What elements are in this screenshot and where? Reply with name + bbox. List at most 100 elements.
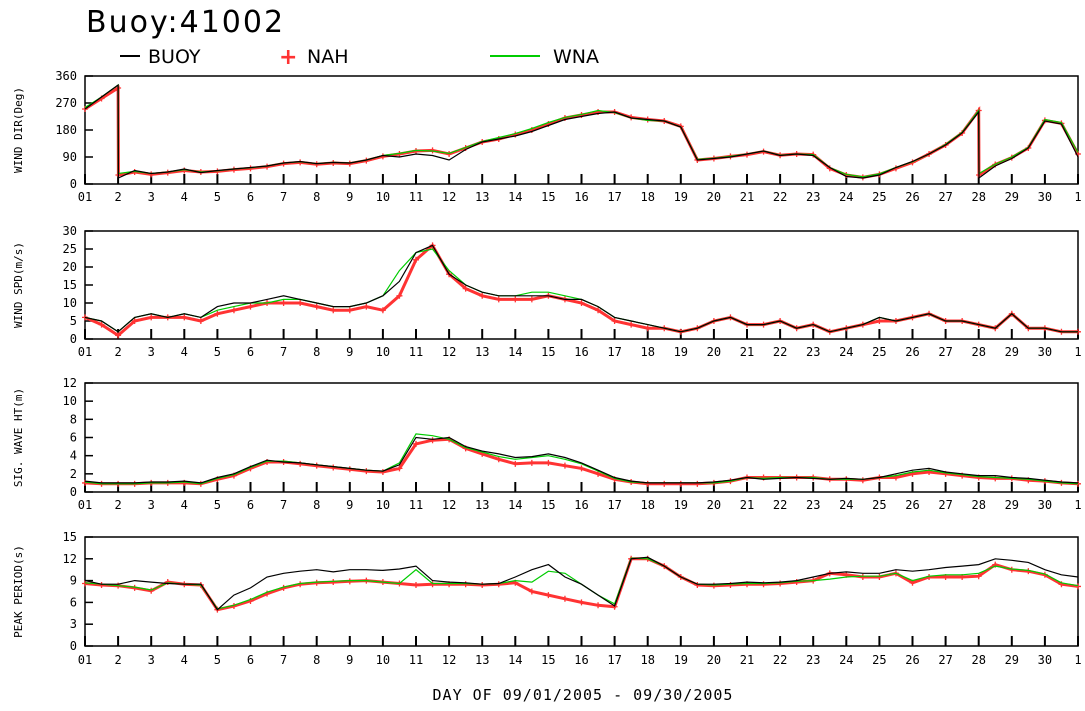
x-tick-label: 27 (938, 653, 952, 667)
x-tick-label: 20 (707, 653, 721, 667)
nah-point (462, 285, 469, 292)
x-tick-label: 1 (1074, 345, 1081, 359)
x-tick-label: 24 (839, 653, 853, 667)
x-tick-label: 21 (740, 498, 754, 512)
y-tick-label: 15 (63, 278, 77, 292)
x-tick-label: 29 (1005, 653, 1019, 667)
y-tick-label: 15 (63, 530, 77, 544)
y-tick-label: 30 (63, 224, 77, 238)
x-tick-label: 9 (346, 345, 353, 359)
nah-point (876, 318, 883, 324)
x-tick-label: 3 (148, 653, 155, 667)
x-tick-label: 12 (442, 190, 456, 204)
x-tick-label: 9 (346, 653, 353, 667)
x-tick-label: 17 (607, 498, 621, 512)
nah-point (148, 314, 155, 321)
x-tick-label: 10 (376, 498, 390, 512)
series-wna (84, 83, 1079, 178)
x-tick-label: 24 (839, 190, 853, 204)
x-tick-label: 14 (508, 498, 522, 512)
nah-point (578, 300, 585, 306)
y-axis-label: SIG. WAVE HT(m) (12, 388, 25, 487)
nah-point (148, 171, 155, 178)
nah-point (379, 469, 386, 476)
x-tick-label: 29 (1005, 345, 1019, 359)
series-wna (84, 248, 1078, 333)
x-tick-label: 8 (313, 190, 320, 204)
nah-point (148, 587, 155, 594)
x-tick-label: 30 (1038, 653, 1052, 667)
x-tick-label: 11 (409, 190, 423, 204)
x-tick-label: 25 (872, 345, 886, 359)
x-tick-label: 5 (214, 498, 221, 512)
nah-point (115, 332, 122, 339)
plot-frame (84, 230, 1079, 340)
nah-point (644, 325, 651, 332)
y-tick-label: 90 (63, 150, 77, 164)
nah-point (528, 459, 535, 466)
y-tick-label: 180 (55, 123, 77, 137)
x-tick-label: 24 (839, 498, 853, 512)
nah-point (495, 456, 502, 463)
x-tick-label: 13 (475, 498, 489, 512)
x-tick-label: 9 (346, 190, 353, 204)
nah-point (247, 303, 254, 310)
y-tick-label: 5 (70, 314, 77, 328)
x-tick-label: 27 (938, 345, 952, 359)
series-nah (82, 85, 1081, 181)
x-tick-label: 28 (971, 345, 985, 359)
series-line-buoy (84, 436, 1079, 484)
x-tick-label: 13 (475, 190, 489, 204)
series-line-nah (84, 243, 1078, 338)
x-tick-label: 18 (640, 190, 654, 204)
x-tick-label: 9 (346, 498, 353, 512)
nah-point (396, 292, 403, 299)
x-tick-label: 22 (773, 190, 787, 204)
nah-point (230, 307, 237, 314)
nah-point (512, 296, 519, 303)
legend-swatch-nah: + (279, 45, 297, 70)
x-tick-label: 29 (1005, 190, 1019, 204)
y-axis-label: WIND DIR(Deg) (12, 87, 25, 173)
x-tick-label: 19 (674, 653, 688, 667)
x-tick-label: 8 (313, 498, 320, 512)
nah-point (992, 475, 999, 482)
x-tick-label: 6 (247, 345, 254, 359)
x-tick-label: 17 (607, 345, 621, 359)
x-tick-label: 23 (806, 653, 820, 667)
x-tick-label: 21 (740, 653, 754, 667)
nah-point (297, 460, 304, 467)
y-tick-label: 6 (70, 431, 77, 445)
y-tick-label: 3 (70, 617, 77, 631)
y-tick-label: 8 (70, 412, 77, 426)
x-tick-label: 21 (740, 190, 754, 204)
x-tick-label: 23 (806, 190, 820, 204)
nah-point (876, 573, 883, 580)
x-tick-label: 29 (1005, 498, 1019, 512)
x-tick-label: 14 (508, 190, 522, 204)
x-tick-label: 10 (376, 345, 390, 359)
x-tick-label: 8 (313, 345, 320, 359)
x-tick-label: 16 (574, 190, 588, 204)
nah-point (197, 318, 204, 324)
nah-point (379, 307, 386, 314)
y-tick-label: 360 (55, 69, 77, 83)
series-buoy (84, 556, 1079, 611)
x-tick-label: 25 (872, 190, 886, 204)
x-tick-label: 4 (181, 190, 188, 204)
nah-point (429, 581, 436, 588)
y-tick-label: 12 (63, 552, 77, 566)
x-tick-label: 3 (148, 190, 155, 204)
nah-point (363, 468, 370, 475)
nah-point (595, 307, 602, 314)
nah-point (528, 296, 535, 303)
series-buoy (84, 83, 1079, 180)
nah-point (346, 307, 353, 314)
y-tick-label: 0 (70, 332, 77, 346)
x-tick-label: 3 (148, 498, 155, 512)
nah-point (297, 300, 304, 306)
x-tick-label: 1 (1074, 653, 1081, 667)
x-tick-label: 21 (740, 345, 754, 359)
